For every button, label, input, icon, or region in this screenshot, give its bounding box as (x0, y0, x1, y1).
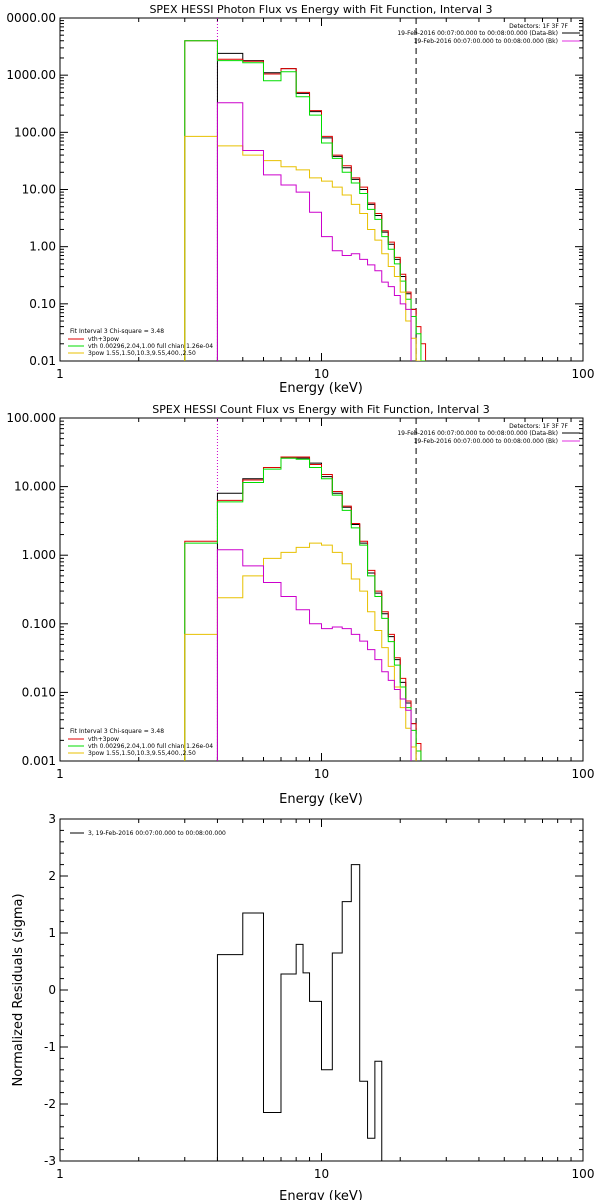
series-3pow (184, 135, 422, 361)
y-tick-label: 0.01 (29, 354, 56, 368)
legend-3pow: 3pow 1.55,1.50,10.3,9.55,400.,2.50 (88, 750, 196, 757)
x-tick-label: 1 (56, 767, 64, 781)
legend-data-minus-background: 19-Feb-2016 00:07:00.000 to 00:08:00.000… (397, 30, 558, 37)
photon-flux-legend-right: Detectors: 1F 3F 7F 19-Feb-2016 00:07:00… (397, 23, 580, 45)
legend-fit-interval: Fit Interval 3 Chi-square = 3.48 (70, 328, 164, 335)
residuals-panel: Energy (keV) Normalized Residuals (sigma… (11, 812, 594, 1200)
x-tick-label: 10 (314, 767, 329, 781)
residuals-series (216, 864, 383, 1161)
y-tick-label: 0.10 (29, 297, 56, 311)
y-tick-label: 0.001 (22, 754, 56, 768)
count-flux-legend-left: Fit Interval 3 Chi-square = 3.48 vth+3po… (68, 728, 213, 757)
y-tick-label: 1 (48, 926, 56, 940)
photon-flux-panel: SPEX HESSI Photon Flux vs Energy with Fi… (6, 3, 594, 396)
count-flux-x-ticks: 1 10 100 (56, 418, 594, 781)
legend-detectors: Detectors: 1F 3F 7F (509, 23, 568, 30)
photon-flux-series (184, 40, 427, 361)
residuals-legend: 3, 19-Feb-2016 00:07:00.000 to 00:08:00.… (70, 830, 226, 837)
series-vth-3pow (184, 40, 427, 361)
photon-flux-x-axis-label: Energy (keV) (279, 381, 363, 396)
legend-3pow: 3pow 1.55,1.50,10.3,9.55,400.,2.50 (88, 350, 196, 357)
y-tick-label: 10.00 (22, 183, 56, 197)
y-tick-label: 0000.00 (6, 11, 56, 25)
series-vth (184, 457, 422, 761)
series-bk (216, 549, 412, 761)
y-tick-label: 0.010 (22, 685, 56, 699)
y-tick-label: 100.000 (6, 411, 56, 425)
y-tick-label: -2 (44, 1097, 56, 1111)
photon-flux-title: SPEX HESSI Photon Flux vs Energy with Fi… (149, 3, 492, 16)
x-tick-label: 1 (56, 1167, 64, 1181)
legend-vth-3pow: vth+3pow (88, 336, 119, 343)
series-vth (184, 40, 427, 361)
count-flux-legend-right: Detectors: 1F 3F 7F 19-Feb-2016 00:07:00… (397, 423, 580, 445)
y-tick-label: -3 (44, 1154, 56, 1168)
x-tick-label: 10 (314, 1167, 329, 1181)
y-tick-label: 2 (48, 869, 56, 883)
x-tick-label: 100 (572, 767, 595, 781)
x-tick-label: 10 (314, 367, 329, 381)
legend-background: 19-Feb-2016 00:07:00.000 to 00:08:00.000… (414, 38, 558, 45)
residuals-y-ticks: -3 -2 -1 0 1 2 3 (44, 812, 583, 1168)
count-flux-series (184, 456, 422, 761)
x-tick-label: 1 (56, 367, 64, 381)
legend-detectors: Detectors: 1F 3F 7F (509, 423, 568, 430)
residuals-y-axis-label: Normalized Residuals (sigma) (11, 893, 26, 1086)
series-3-19-feb-2016-00-07-00-000-to-00-08-00-000 (216, 864, 383, 1161)
count-flux-title: SPEX HESSI Count Flux vs Energy with Fit… (152, 403, 489, 416)
residuals-x-axis-label: Energy (keV) (279, 1189, 363, 1200)
legend-background: 19-Feb-2016 00:07:00.000 to 00:08:00.000… (414, 438, 558, 445)
y-tick-label: 100.00 (14, 125, 56, 139)
legend-fit-interval: Fit Interval 3 Chi-square = 3.48 (70, 728, 164, 735)
y-tick-label: 1000.00 (6, 68, 56, 82)
count-flux-x-axis-label: Energy (keV) (279, 792, 363, 807)
legend-residuals: 3, 19-Feb-2016 00:07:00.000 to 00:08:00.… (88, 830, 226, 837)
y-tick-label: 1.000 (22, 548, 56, 562)
legend-vth: vth 0.00296,2.04,1.00 full chian 1.26e-0… (88, 743, 213, 750)
legend-data-minus-background: 19-Feb-2016 00:07:00.000 to 00:08:00.000… (397, 430, 558, 437)
legend-vth-3pow: vth+3pow (88, 736, 119, 743)
photon-flux-y-ticks: 0.01 0.10 1.00 10.00 100.00 1000.00 0000.00 (6, 11, 583, 368)
x-tick-label: 100 (572, 1167, 595, 1181)
legend-vth: vth 0.00296,2.04,1.00 full chian 1.26e-0… (88, 343, 213, 350)
y-tick-label: 1.00 (29, 240, 56, 254)
series-bk (216, 102, 412, 361)
y-tick-label: 10.000 (14, 480, 56, 494)
y-tick-label: 3 (48, 812, 56, 826)
x-tick-label: 100 (572, 367, 595, 381)
y-tick-label: 0 (48, 983, 56, 997)
photon-flux-legend-left: Fit Interval 3 Chi-square = 3.48 vth+3po… (68, 328, 213, 357)
y-tick-label: 0.100 (22, 617, 56, 631)
residuals-x-ticks: 1 10 100 (56, 819, 594, 1181)
y-tick-label: -1 (44, 1040, 56, 1054)
count-flux-y-ticks: 0.001 0.010 0.100 1.000 10.000 100.000 (6, 411, 583, 768)
count-flux-panel: SPEX HESSI Count Flux vs Energy with Fit… (6, 403, 594, 807)
